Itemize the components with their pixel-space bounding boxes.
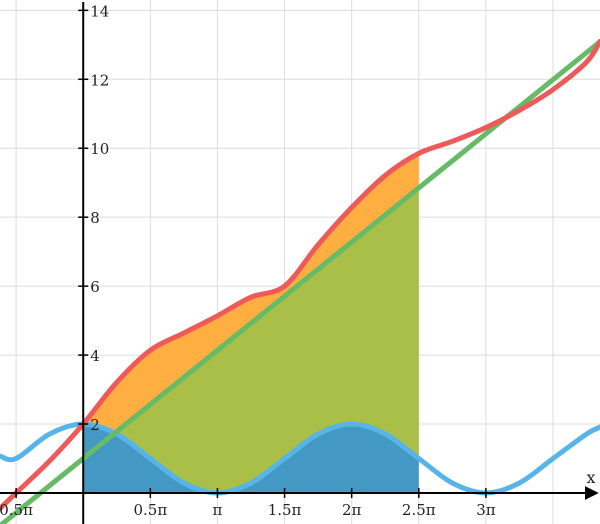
x-tick-label: 2π xyxy=(342,501,362,519)
y-tick-label: 8 xyxy=(90,209,100,227)
y-tick-label: 10 xyxy=(90,140,109,158)
y-tick-label: 6 xyxy=(90,278,100,296)
red-area-fill xyxy=(83,153,419,459)
x-tick-label: 0.5π xyxy=(0,501,33,519)
area-fills xyxy=(83,153,419,493)
blue-area-fill xyxy=(83,424,419,493)
x-tick-label: 1.5π xyxy=(268,501,302,519)
x-tick-label: 0.5π xyxy=(133,501,167,519)
y-tick-label: 2 xyxy=(90,416,100,434)
x-tick-label: 2.5π xyxy=(402,501,436,519)
x-axis-label: x xyxy=(586,468,595,487)
y-tick-label: 14 xyxy=(90,2,109,20)
red-series-line xyxy=(0,38,600,511)
y-tick-label: 12 xyxy=(90,71,109,89)
y-tick-label: 4 xyxy=(90,347,100,365)
x-tick-label: 3π xyxy=(476,501,496,519)
x-tick-label: π xyxy=(213,501,223,519)
green-area-fill xyxy=(83,187,419,493)
